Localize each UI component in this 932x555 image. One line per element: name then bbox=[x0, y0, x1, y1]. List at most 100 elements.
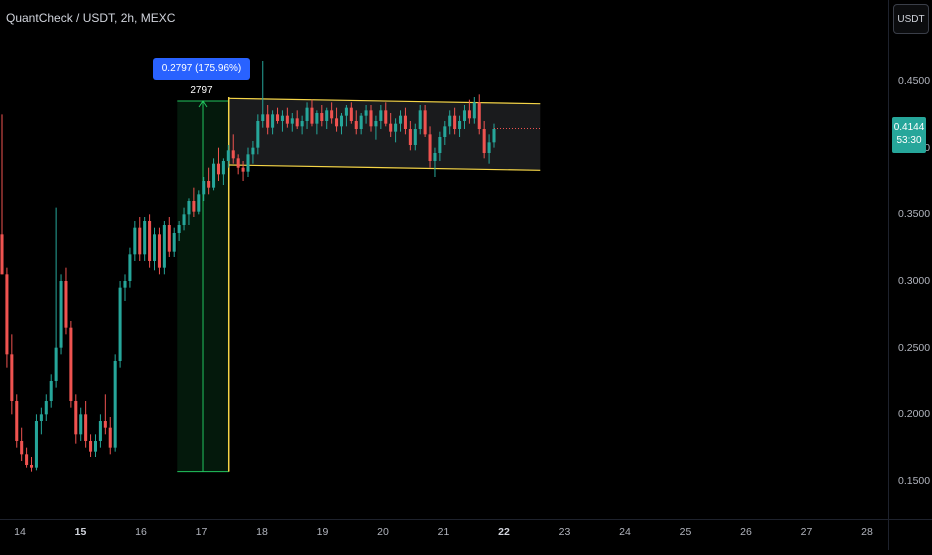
candle-body bbox=[354, 121, 358, 129]
candle-body bbox=[379, 110, 383, 121]
time-tick-label: 14 bbox=[14, 526, 26, 538]
candle-body bbox=[477, 102, 481, 129]
candle-body bbox=[335, 118, 339, 127]
candle-body bbox=[364, 110, 368, 116]
candle-body bbox=[398, 115, 403, 124]
candle-body bbox=[44, 401, 48, 415]
candle-body bbox=[472, 102, 476, 119]
measure-arrow-head bbox=[198, 100, 208, 108]
time-axis-separator bbox=[0, 519, 932, 520]
candle-body bbox=[487, 142, 491, 153]
time-tick-label: 24 bbox=[619, 526, 631, 538]
candle-body bbox=[148, 221, 152, 261]
candle-body bbox=[192, 201, 196, 212]
candle-body bbox=[187, 201, 191, 215]
bar-countdown: 53:30 bbox=[896, 135, 922, 146]
candle-body bbox=[79, 414, 83, 435]
candle-body bbox=[143, 221, 147, 255]
candle-body bbox=[20, 441, 24, 455]
last-price-badge: 0.4144 53:30 bbox=[892, 117, 926, 153]
candle-body bbox=[462, 110, 467, 121]
candle-body bbox=[413, 129, 417, 145]
candle-body bbox=[123, 281, 127, 288]
candle-body bbox=[384, 110, 388, 124]
candle-body bbox=[339, 115, 344, 127]
candle-body bbox=[448, 115, 452, 127]
candle-body bbox=[221, 161, 225, 175]
candle-body bbox=[118, 287, 122, 361]
price-axis-separator bbox=[888, 0, 889, 550]
candle-body bbox=[74, 401, 78, 435]
candle-body bbox=[98, 421, 102, 441]
channel-lower-line bbox=[228, 164, 541, 171]
candle-body bbox=[207, 181, 211, 188]
candle-body bbox=[266, 114, 270, 128]
candle-body bbox=[128, 254, 132, 281]
candle-body bbox=[275, 114, 280, 121]
currency-unit-button[interactable]: USDT bbox=[893, 4, 929, 34]
candle-body bbox=[285, 115, 289, 124]
candle-body bbox=[216, 163, 221, 175]
time-tick-label: 18 bbox=[256, 526, 268, 538]
last-price-value: 0.4144 bbox=[893, 122, 925, 133]
candle-body bbox=[108, 427, 112, 448]
candle-body bbox=[10, 354, 14, 401]
candle-body bbox=[162, 225, 166, 268]
price-tick-label: 0.1500 bbox=[898, 475, 931, 487]
candle-body bbox=[408, 129, 412, 145]
candle-body bbox=[389, 123, 393, 132]
candle-body bbox=[315, 113, 319, 124]
candle-body bbox=[290, 118, 294, 124]
candle-body bbox=[438, 137, 442, 153]
candle-body bbox=[89, 441, 93, 452]
time-tick-label: 22 bbox=[498, 526, 510, 538]
time-tick-label: 28 bbox=[861, 526, 873, 538]
candle-body bbox=[344, 107, 348, 116]
candle-body bbox=[64, 281, 68, 328]
candle-body bbox=[236, 158, 240, 168]
candle-body bbox=[325, 110, 329, 121]
candle-body bbox=[152, 234, 157, 261]
symbol-title: QuantCheck / USDT, 2h, MEXC bbox=[6, 11, 176, 25]
candle-body bbox=[103, 421, 107, 428]
candle-body bbox=[49, 381, 53, 401]
candle-body bbox=[177, 225, 181, 233]
candle-body bbox=[133, 227, 137, 255]
time-tick-label: 27 bbox=[800, 526, 813, 538]
price-tick-label: 0.3000 bbox=[898, 275, 931, 287]
candle-body bbox=[212, 163, 216, 188]
candle-body bbox=[482, 129, 486, 153]
time-tick-label: 19 bbox=[316, 526, 329, 538]
measure-tool-label: 0.2797 (175.96%) 2797 bbox=[153, 58, 250, 96]
candle-body bbox=[467, 110, 471, 119]
candle-body bbox=[374, 121, 378, 127]
candle-body bbox=[310, 107, 314, 124]
price-tick-label: 0.4500 bbox=[898, 75, 931, 87]
candle-body bbox=[241, 167, 245, 172]
candle-body bbox=[261, 114, 265, 121]
candle-body bbox=[157, 234, 161, 268]
candle-body bbox=[39, 414, 43, 421]
candle-body bbox=[280, 115, 284, 121]
candle-body bbox=[54, 347, 58, 381]
candle-body bbox=[403, 115, 407, 129]
candle-body bbox=[113, 361, 117, 448]
candle-body bbox=[433, 153, 437, 161]
candle-body bbox=[256, 121, 260, 148]
candle-body bbox=[305, 107, 309, 121]
candle-body bbox=[349, 107, 353, 121]
price-tick-label: 0.2500 bbox=[898, 341, 931, 354]
candle-body bbox=[84, 414, 88, 441]
candle-body bbox=[138, 227, 142, 255]
candle-body bbox=[172, 233, 176, 252]
candle-body bbox=[394, 123, 398, 132]
candle-body bbox=[251, 147, 255, 155]
candle-body bbox=[246, 154, 250, 172]
candle-body bbox=[202, 181, 206, 195]
candle-body bbox=[69, 327, 73, 401]
candle-body bbox=[29, 465, 34, 468]
time-tick-label: 17 bbox=[195, 526, 208, 538]
candle-body bbox=[492, 129, 496, 143]
